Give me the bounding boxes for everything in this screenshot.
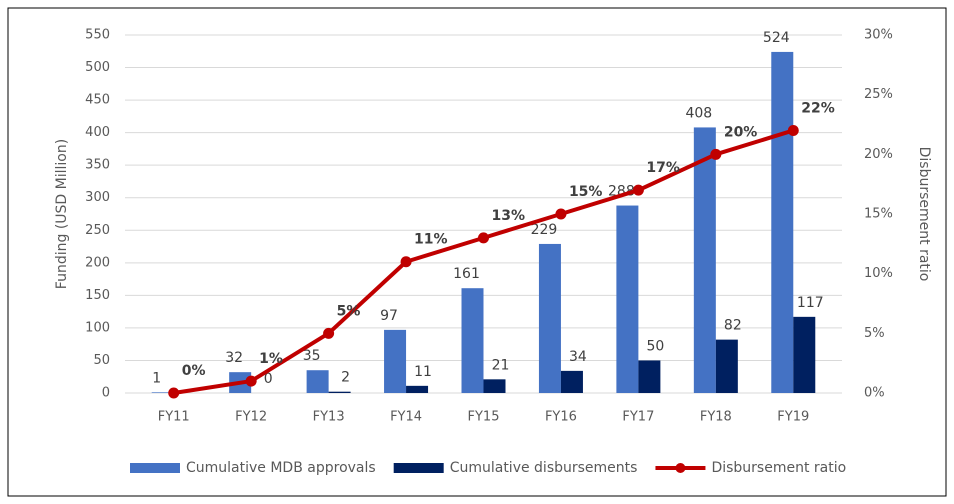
bar xyxy=(151,392,174,393)
legend-label: Cumulative disbursements xyxy=(450,460,638,476)
y2-tick-label: 30% xyxy=(864,28,893,43)
y-tick-label: 50 xyxy=(93,353,110,368)
y2-tick-label: 15% xyxy=(864,207,893,222)
ratio-marker xyxy=(632,184,644,196)
data-label: 97 xyxy=(380,308,398,324)
legend-swatch xyxy=(393,463,444,473)
data-label: 32 xyxy=(225,350,243,366)
bar xyxy=(638,360,661,393)
x-tick-label: FY13 xyxy=(313,410,345,425)
y-axis-title: Funding (USD Million) xyxy=(54,139,70,289)
x-tick-label: FY14 xyxy=(390,410,422,425)
data-label: 0 xyxy=(264,371,273,387)
x-tick-label: FY18 xyxy=(700,410,732,425)
ratio-marker xyxy=(710,148,722,160)
x-tick-label: FY16 xyxy=(545,410,577,425)
bar xyxy=(483,379,506,393)
data-label: 524 xyxy=(763,30,790,46)
y-tick-label: 100 xyxy=(85,320,110,335)
y2-axis-title: Disbursement ratio xyxy=(916,147,932,282)
y-tick-label: 250 xyxy=(85,223,110,238)
bar xyxy=(715,339,738,393)
bar xyxy=(461,288,484,393)
data-label: 2 xyxy=(341,370,350,386)
y2-tick-label: 20% xyxy=(864,147,893,162)
ratio-marker xyxy=(787,124,799,136)
ratio-label: 15% xyxy=(569,184,603,200)
data-label: 229 xyxy=(531,222,558,238)
y-tick-label: 0 xyxy=(102,386,110,401)
y2-tick-label: 0% xyxy=(864,386,885,401)
x-tick-label: FY19 xyxy=(777,410,809,425)
data-label: 35 xyxy=(303,348,321,364)
y-tick-label: 400 xyxy=(85,125,110,140)
ratio-marker xyxy=(168,387,180,399)
x-tick-label: FY15 xyxy=(468,410,500,425)
data-label: 11 xyxy=(414,364,432,380)
ratio-marker xyxy=(400,256,412,268)
bar xyxy=(693,127,716,394)
data-label: 34 xyxy=(569,349,587,365)
ratio-label: 5% xyxy=(337,303,361,319)
y-tick-label: 550 xyxy=(85,28,110,43)
ratio-label: 1% xyxy=(259,351,283,367)
bar xyxy=(384,329,407,393)
data-label: 82 xyxy=(724,318,742,334)
y-tick-label: 450 xyxy=(85,93,110,108)
ratio-label: 13% xyxy=(492,208,526,224)
ratio-label: 22% xyxy=(801,100,835,116)
bar xyxy=(406,385,429,393)
legend-label: Disbursement ratio xyxy=(711,460,846,476)
ratio-marker xyxy=(555,208,567,220)
ratio-marker xyxy=(245,375,257,387)
y-tick-label: 150 xyxy=(85,288,110,303)
bar xyxy=(771,51,794,393)
ratio-label: 0% xyxy=(182,363,206,379)
ratio-label: 20% xyxy=(724,124,758,140)
x-tick-label: FY17 xyxy=(622,410,654,425)
data-label: 1 xyxy=(152,370,161,386)
y-tick-label: 300 xyxy=(85,190,110,205)
data-label: 408 xyxy=(685,105,712,121)
y-tick-label: 350 xyxy=(85,158,110,173)
legend-label: Cumulative MDB approvals xyxy=(186,460,376,476)
x-tick-label: FY11 xyxy=(158,410,190,425)
y-tick-label: 200 xyxy=(85,255,110,270)
y2-tick-label: 5% xyxy=(864,326,885,341)
x-tick-label: FY12 xyxy=(235,410,267,425)
y2-tick-label: 25% xyxy=(864,87,893,102)
bar xyxy=(616,205,639,393)
data-label: 161 xyxy=(453,266,480,282)
bar xyxy=(306,370,329,393)
ratio-label: 11% xyxy=(414,232,448,248)
y2-tick-label: 10% xyxy=(864,266,893,281)
legend-swatch xyxy=(130,463,180,473)
data-label: 21 xyxy=(492,357,510,373)
data-label: 50 xyxy=(646,338,664,354)
bar xyxy=(538,243,561,393)
ratio-label: 17% xyxy=(646,160,680,176)
ratio-marker xyxy=(323,327,335,339)
ratio-marker xyxy=(478,232,489,244)
data-label: 117 xyxy=(797,295,824,311)
bar xyxy=(793,316,816,393)
legend-swatch-marker xyxy=(675,463,686,473)
bar xyxy=(328,391,351,393)
bar xyxy=(560,370,583,393)
y-tick-label: 500 xyxy=(85,60,110,75)
